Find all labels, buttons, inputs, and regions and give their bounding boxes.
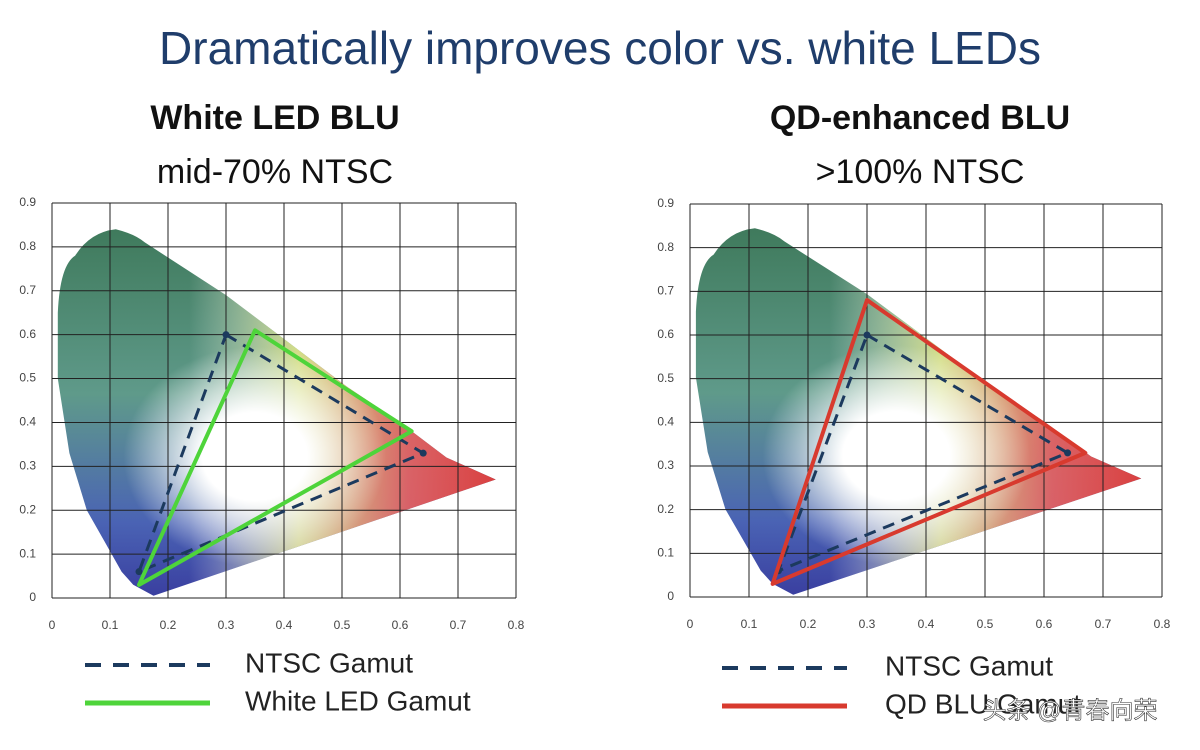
x-tick-label: 0 — [49, 618, 56, 632]
y-tick-label: 0 — [667, 589, 674, 603]
y-tick-label: 0.1 — [657, 546, 674, 560]
chromaticity-background — [57, 229, 496, 596]
y-tick-label: 0 — [29, 590, 36, 604]
x-tick-label: 0.3 — [218, 618, 235, 632]
gamut-vertex — [419, 449, 427, 457]
watermark: 头条 @青春向荣 — [982, 697, 1157, 724]
x-tick-label: 0.6 — [392, 618, 409, 632]
x-tick-label: 0 — [687, 617, 694, 631]
y-tick-label: 0.4 — [657, 415, 674, 429]
gamut-line — [777, 333, 1070, 573]
gamut-vertex — [135, 568, 143, 576]
gamut-line — [770, 298, 1088, 586]
y-tick-label: 0.3 — [657, 458, 674, 472]
x-tick-label: 0.4 — [918, 617, 935, 631]
x-tick-label: 0.1 — [741, 617, 758, 631]
x-tick-label: 0.3 — [859, 617, 876, 631]
legend-label: White LED Gamut — [245, 685, 471, 716]
y-tick-label: 0.3 — [19, 459, 36, 473]
y-tick-label: 0.5 — [657, 371, 674, 385]
y-tick-label: 0.9 — [657, 196, 674, 210]
chart-subtitle: >100% NTSC — [816, 153, 1025, 191]
y-tick-label: 0.9 — [19, 195, 36, 209]
chart-subtitle: mid-70% NTSC — [157, 153, 393, 191]
legend-label: QD BLU Gamut — [885, 688, 1081, 719]
y-tick-label: 0.1 — [19, 546, 36, 560]
y-tick-label: 0.7 — [19, 283, 36, 297]
x-tick-label: 0.8 — [1154, 617, 1171, 631]
y-tick-label: 0.5 — [19, 371, 36, 385]
gamut-line — [137, 328, 414, 587]
chromaticity-background — [695, 228, 1142, 595]
x-tick-label: 0.6 — [1036, 617, 1053, 631]
slide-title: Dramatically improves color vs. white LE… — [159, 22, 1041, 74]
x-tick-label: 0.7 — [1095, 617, 1112, 631]
y-tick-label: 0.4 — [19, 415, 36, 429]
x-tick-label: 0.1 — [102, 618, 119, 632]
y-tick-label: 0.8 — [19, 239, 36, 253]
y-tick-label: 0.6 — [657, 327, 674, 341]
legend-label: NTSC Gamut — [245, 647, 413, 678]
x-tick-label: 0.8 — [508, 618, 525, 632]
y-tick-label: 0.2 — [19, 502, 36, 516]
y-tick-label: 0.7 — [657, 284, 674, 298]
gamut-vertex — [222, 331, 230, 339]
x-tick-label: 0.4 — [276, 618, 293, 632]
chart-title: QD-enhanced BLU — [770, 99, 1070, 137]
legend-label: NTSC Gamut — [885, 650, 1053, 681]
gamut-vertex — [1064, 449, 1072, 457]
gamut-line — [137, 333, 425, 574]
x-tick-label: 0.5 — [334, 618, 351, 632]
x-tick-label: 0.2 — [160, 618, 177, 632]
y-tick-label: 0.8 — [657, 240, 674, 254]
y-tick-label: 0.2 — [657, 502, 674, 516]
x-tick-label: 0.5 — [977, 617, 994, 631]
gamut-vertex — [863, 331, 871, 339]
x-tick-label: 0.7 — [450, 618, 467, 632]
chart-title: White LED BLU — [150, 99, 399, 137]
x-tick-label: 0.2 — [800, 617, 817, 631]
y-tick-label: 0.6 — [19, 327, 36, 341]
